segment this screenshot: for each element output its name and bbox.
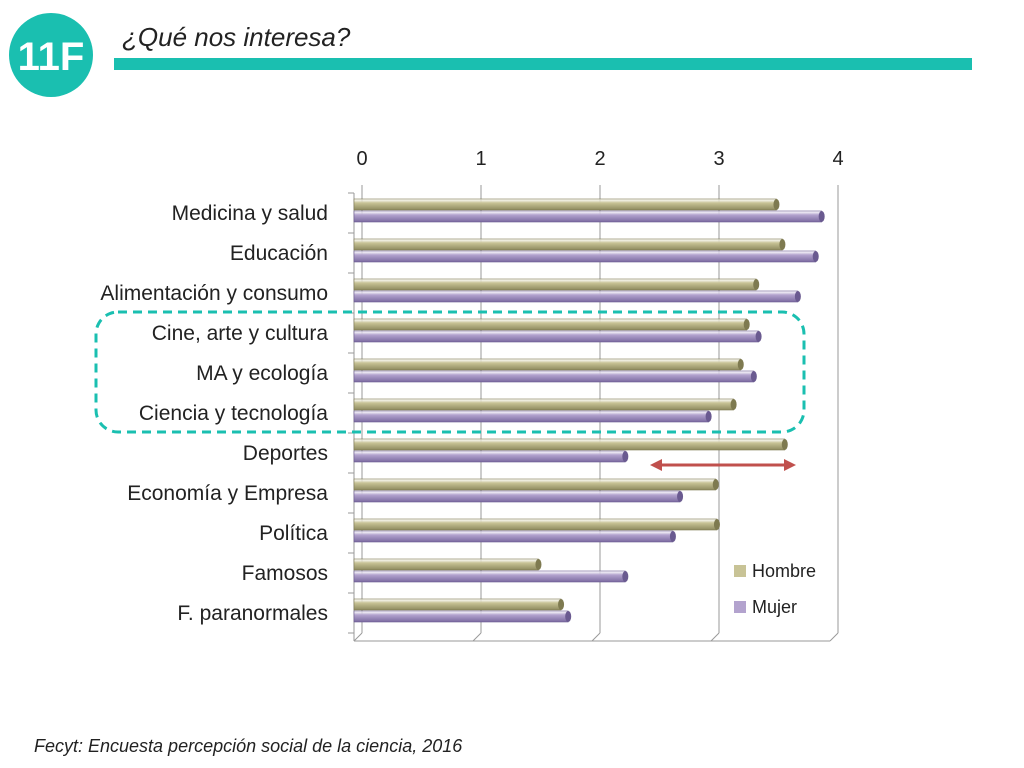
bar-mujer	[353, 330, 759, 343]
gap-arrow-head-left	[650, 459, 662, 471]
bar-hombre	[353, 198, 777, 211]
bar-mujer	[353, 210, 822, 223]
category-label: F. paranormales	[177, 602, 328, 625]
legend-label-mujer: Mujer	[752, 597, 797, 617]
chart-legend: Hombre Mujer	[734, 561, 816, 617]
bar-cap-mujer	[677, 491, 684, 502]
bar-hombre	[353, 278, 757, 291]
bar-hombre	[353, 238, 783, 251]
chart-annotations	[94, 310, 806, 471]
source-caption: Fecyt: Encuesta percepción social de la …	[34, 736, 463, 756]
bar-cap-hombre	[730, 399, 737, 410]
bar-mujer	[353, 410, 709, 423]
category-label: MA y ecología	[196, 362, 328, 385]
legend-swatch-hombre	[734, 565, 746, 577]
logo-text: 11F	[18, 35, 85, 79]
grid-line-floor	[710, 632, 720, 642]
bar-hombre	[353, 558, 539, 571]
page-title: ¿Qué nos interesa?	[122, 22, 351, 52]
category-label: Cine, arte y cultura	[152, 322, 329, 345]
bar-cap-mujer	[812, 251, 819, 262]
bar-hombre	[353, 438, 786, 451]
bar-cap-hombre	[713, 519, 720, 530]
category-label: Ciencia y tecnología	[139, 402, 328, 425]
bar-mujer	[353, 370, 755, 383]
category-label: Alimentación y consumo	[100, 282, 328, 305]
bar-hombre	[353, 318, 748, 331]
x-tick-label: 4	[832, 148, 843, 170]
bar-cap-hombre	[773, 199, 780, 210]
bar-cap-mujer	[818, 211, 825, 222]
gap-arrow-head-right	[784, 459, 796, 471]
bar-mujer	[353, 570, 626, 583]
bar-hombre	[353, 518, 718, 531]
bar-cap-mujer	[622, 451, 629, 462]
grid-line-floor	[829, 632, 839, 642]
category-label: Famosos	[242, 562, 328, 585]
bar-hombre	[353, 398, 734, 411]
bar-hombre	[353, 358, 742, 371]
bar-cap-mujer	[750, 371, 757, 382]
bar-cap-mujer	[794, 291, 801, 302]
bar-cap-mujer	[669, 531, 676, 542]
bar-cap-hombre	[753, 279, 760, 290]
category-labels: Medicina y salud Educación Alimentación y …	[100, 202, 328, 625]
bar-cap-hombre	[558, 599, 565, 610]
chart-bars	[353, 198, 825, 623]
x-tick-label: 0	[356, 148, 367, 170]
highlight-box	[94, 310, 806, 434]
bar-mujer	[353, 530, 674, 543]
category-label: Deportes	[243, 442, 328, 465]
bar-cap-hombre	[535, 559, 542, 570]
title-underline-bar	[114, 58, 972, 70]
11f-logo: 11F	[9, 13, 93, 97]
bar-mujer	[353, 610, 569, 623]
legend-label-hombre: Hombre	[752, 561, 816, 581]
grid-line-floor	[353, 632, 363, 642]
bar-cap-hombre	[737, 359, 744, 370]
grid-line-floor	[591, 632, 601, 642]
bar-cap-hombre	[743, 319, 750, 330]
bar-cap-hombre	[781, 439, 788, 450]
legend-swatch-mujer	[734, 601, 746, 613]
bar-cap-mujer	[705, 411, 712, 422]
bar-mujer	[353, 450, 626, 463]
grid-line-floor	[472, 632, 482, 642]
bar-cap-mujer	[565, 611, 572, 622]
bar-cap-hombre	[779, 239, 786, 250]
bar-cap-mujer	[755, 331, 762, 342]
category-label: Política	[259, 522, 328, 545]
x-tick-labels: 0 1 2 3 4	[356, 148, 843, 170]
category-label: Medicina y salud	[172, 202, 328, 225]
bar-mujer	[353, 490, 681, 503]
bar-cap-mujer	[622, 571, 629, 582]
x-tick-label: 1	[475, 148, 486, 170]
bar-mujer	[353, 290, 799, 303]
bar-cap-hombre	[712, 479, 719, 490]
bar-hombre	[353, 598, 562, 611]
bar-hombre	[353, 478, 717, 491]
x-tick-label: 3	[713, 148, 724, 170]
bar-mujer	[353, 250, 817, 263]
category-label: Educación	[230, 242, 328, 265]
category-label: Economía y Empresa	[127, 482, 328, 505]
x-tick-label: 2	[594, 148, 605, 170]
